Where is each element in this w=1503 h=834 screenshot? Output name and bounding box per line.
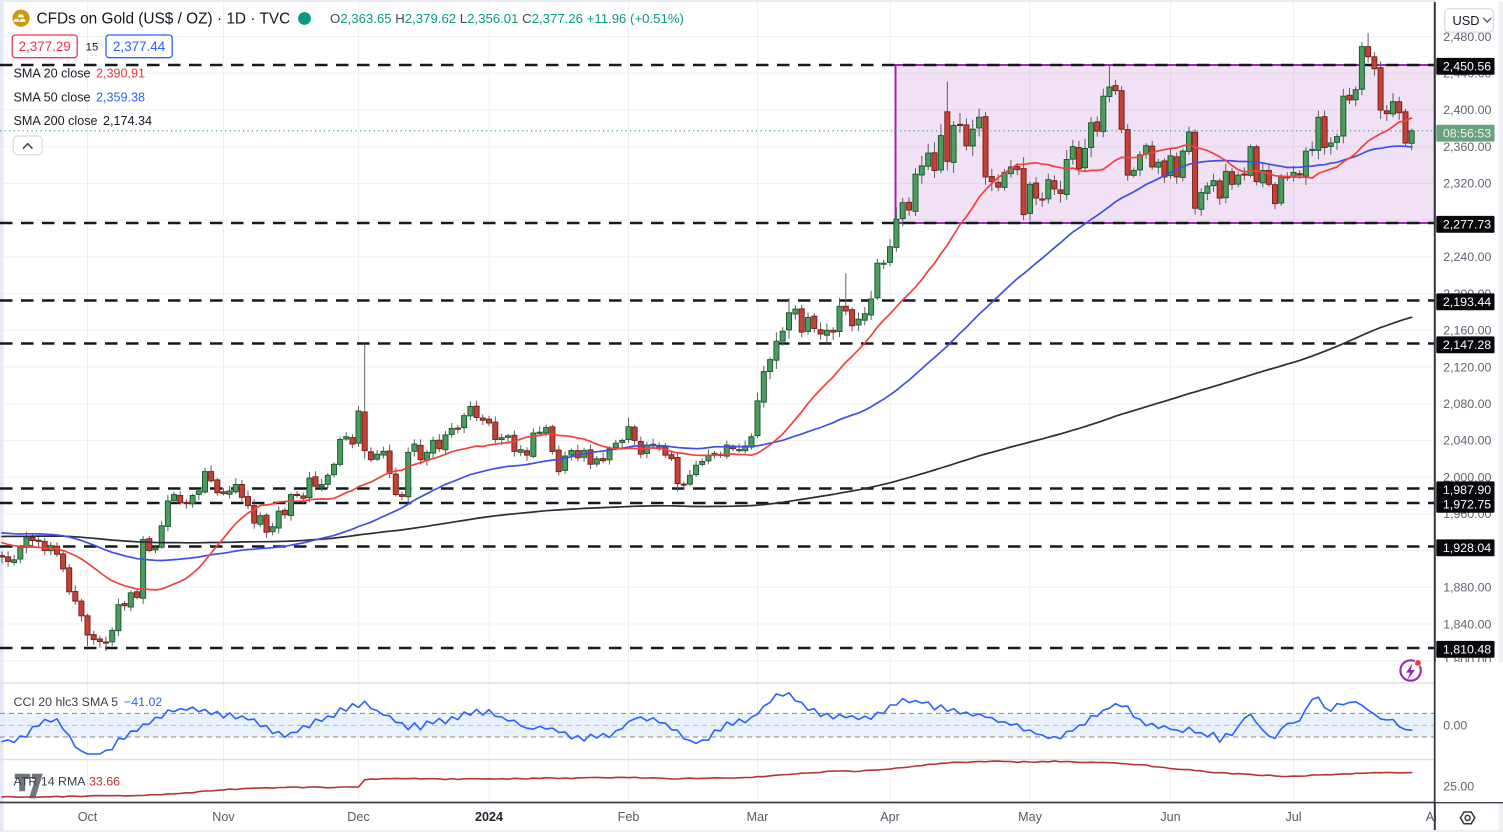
svg-text:15: 15: [86, 41, 99, 53]
svg-text:33.66: 33.66: [89, 775, 120, 789]
svg-text:Nov: Nov: [212, 810, 235, 824]
svg-text:Jun: Jun: [1160, 810, 1180, 824]
svg-text:ATR 14 RMA: ATR 14 RMA: [14, 775, 87, 789]
svg-text:CCI 20 hlc3 SMA 5: CCI 20 hlc3 SMA 5: [14, 695, 119, 709]
svg-text:2,377.44: 2,377.44: [113, 39, 166, 54]
svg-text:2,277.73: 2,277.73: [1443, 218, 1491, 232]
svg-text:2,450.56: 2,450.56: [1443, 60, 1491, 74]
svg-text:Mar: Mar: [747, 810, 769, 824]
svg-text:USD: USD: [1453, 13, 1480, 28]
svg-text:1,928.04: 1,928.04: [1443, 541, 1491, 555]
svg-text:2,080.00: 2,080.00: [1443, 397, 1491, 411]
svg-text:SMA 50 close: SMA 50 close: [14, 90, 91, 104]
svg-text:2,120.00: 2,120.00: [1443, 360, 1491, 374]
svg-text:Dec: Dec: [347, 810, 369, 824]
svg-text:2,147.28: 2,147.28: [1443, 338, 1491, 352]
svg-text:2024: 2024: [475, 810, 503, 824]
svg-text:2,193.44: 2,193.44: [1443, 295, 1491, 309]
svg-text:25.00: 25.00: [1443, 780, 1474, 794]
svg-text:2,480.00: 2,480.00: [1443, 30, 1491, 44]
svg-text:SMA 20 close: SMA 20 close: [14, 67, 91, 81]
svg-text:1,972.75: 1,972.75: [1443, 498, 1491, 512]
svg-text:SMA 200 close: SMA 200 close: [14, 114, 98, 128]
svg-text:2,377.29: 2,377.29: [19, 39, 71, 54]
svg-text:2,000.00: 2,000.00: [1443, 470, 1491, 484]
svg-text:0.00: 0.00: [1443, 718, 1467, 732]
svg-text:O2,363.65 H2,379.62 L2,356.01: O2,363.65 H2,379.62 L2,356.01 C2,377.26 …: [330, 11, 684, 26]
svg-text:2,360.00: 2,360.00: [1443, 140, 1491, 154]
svg-text:Oct: Oct: [78, 810, 98, 824]
svg-text:2,240.00: 2,240.00: [1443, 250, 1491, 264]
svg-text:2,160.00: 2,160.00: [1443, 324, 1491, 338]
svg-text:CFDs on Gold (US$ / OZ) · 1D ·: CFDs on Gold (US$ / OZ) · 1D · TVC: [37, 11, 291, 28]
svg-text:Jul: Jul: [1285, 810, 1301, 824]
svg-text:1,987.90: 1,987.90: [1443, 483, 1491, 497]
svg-text:1,840.00: 1,840.00: [1443, 617, 1491, 631]
svg-text:Feb: Feb: [618, 810, 640, 824]
svg-text:2,400.00: 2,400.00: [1443, 103, 1491, 117]
svg-text:08:56:53: 08:56:53: [1443, 127, 1491, 141]
svg-text:May: May: [1018, 810, 1042, 824]
svg-text:1,810.48: 1,810.48: [1443, 643, 1491, 657]
svg-text:2,174.34: 2,174.34: [103, 114, 152, 128]
svg-text:1,880.00: 1,880.00: [1443, 581, 1491, 595]
svg-text:2,040.00: 2,040.00: [1443, 434, 1491, 448]
svg-text:2,359.38: 2,359.38: [96, 90, 145, 104]
svg-text:2,390.91: 2,390.91: [96, 67, 145, 81]
svg-text:Apr: Apr: [880, 810, 900, 824]
svg-text:2,320.00: 2,320.00: [1443, 177, 1491, 191]
svg-text:−41.02: −41.02: [124, 695, 162, 709]
